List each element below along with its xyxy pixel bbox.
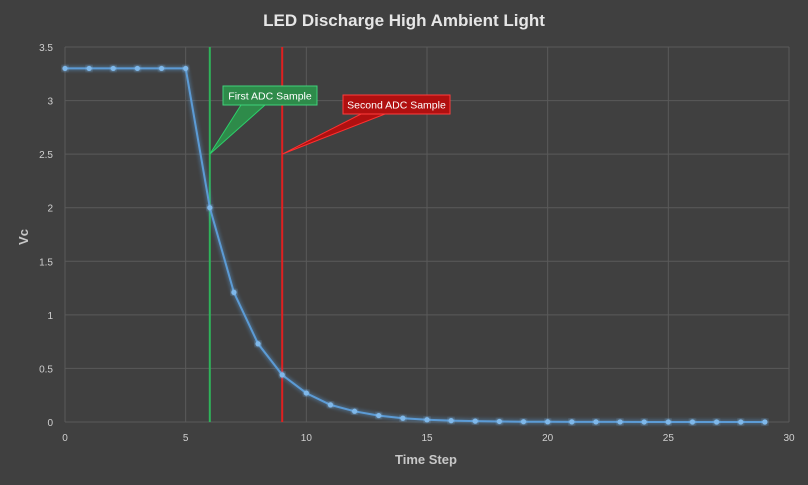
data-point (448, 418, 454, 424)
data-point (255, 341, 261, 347)
y-tick-label: 3.5 (39, 43, 53, 54)
data-point (665, 419, 671, 425)
data-point (303, 390, 309, 396)
callout-label: First ADC Sample (228, 91, 312, 103)
y-tick-label: 2 (47, 204, 53, 215)
x-tick-label: 30 (783, 433, 795, 444)
data-point (424, 417, 430, 423)
data-point (327, 402, 334, 408)
y-axis-label: Vc (16, 229, 31, 245)
data-point (520, 419, 527, 425)
chart-title: LED Discharge High Ambient Light (263, 11, 545, 30)
data-point (279, 372, 285, 378)
x-tick-label: 15 (421, 433, 433, 444)
data-point (231, 289, 237, 295)
data-point (183, 65, 189, 72)
y-tick-label: 0.5 (39, 364, 53, 375)
x-tick-label: 20 (542, 433, 554, 444)
series-vc (62, 65, 768, 425)
callout-pointer (209, 104, 267, 155)
data-point (207, 205, 213, 211)
data-point (110, 65, 116, 72)
callout-pointer (281, 113, 386, 155)
x-tick-label: 25 (663, 433, 675, 444)
data-point (714, 419, 720, 425)
data-point (762, 419, 768, 425)
callouts: First ADC Sample Second ADC Sample (209, 85, 451, 155)
data-point (641, 419, 647, 425)
data-point (376, 412, 382, 419)
data-point (158, 65, 165, 72)
data-point (352, 408, 358, 414)
second-adc-callout: Second ADC Sample (281, 94, 451, 155)
data-point (617, 419, 623, 425)
data-point (593, 419, 599, 425)
data-point (472, 418, 478, 424)
data-point (400, 415, 406, 421)
data-point (689, 419, 696, 425)
y-tick-label: 1.5 (39, 257, 53, 268)
data-point (62, 65, 68, 72)
data-point (738, 419, 744, 425)
series-line (65, 67, 765, 423)
x-tick-label: 0 (62, 433, 68, 444)
data-point (86, 65, 92, 72)
x-tick-label: 10 (301, 433, 313, 444)
first-adc-callout: First ADC Sample (209, 85, 318, 155)
x-tick-label: 5 (183, 433, 189, 444)
y-tick-label: 0 (47, 418, 53, 429)
callout-box (342, 94, 451, 115)
callout-label: Second ADC Sample (347, 100, 446, 112)
y-tick-label: 2.5 (39, 150, 53, 161)
y-tick-label: 1 (47, 311, 53, 322)
x-axis-label: Time Step (395, 452, 457, 467)
data-point (545, 419, 551, 425)
data-point (569, 419, 575, 425)
y-tick-label: 3 (47, 97, 53, 108)
callout-box (222, 85, 318, 106)
data-point (496, 418, 502, 425)
data-point (134, 65, 140, 72)
tick-labels: 0 5 10 15 20 25 30 0 0.5 1 1.5 2 2.5 3 3.5 (39, 43, 795, 444)
adc-markers (208, 47, 284, 422)
